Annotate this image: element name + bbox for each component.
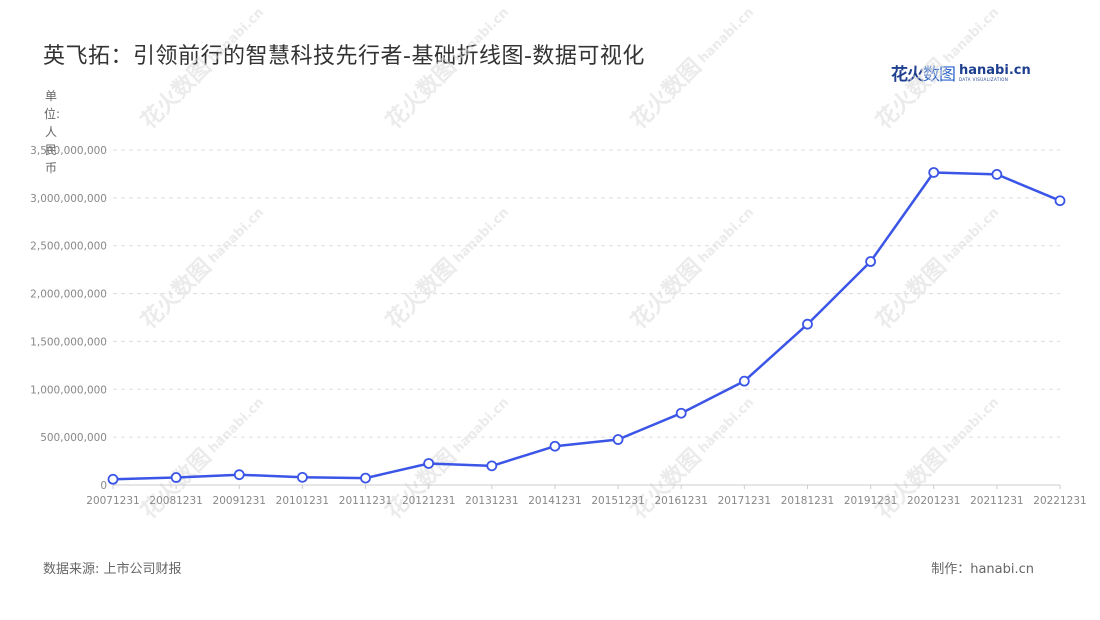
watermark-cn: 花火数图 <box>626 444 707 525</box>
logo-en-main: hanabi.cn <box>959 62 1031 78</box>
logo-cn: 花火数图 <box>891 60 956 85</box>
watermark-en: hanabi.cn <box>696 5 757 66</box>
logo-cn-accent: 数图 <box>923 65 956 85</box>
watermark-en: hanabi.cn <box>941 5 1002 66</box>
x-tick-label: 20211231 <box>970 495 1023 507</box>
data-point[interactable] <box>170 472 182 483</box>
brand-logo: 花火数图 hanabi.cn DATA VISUALIZATION <box>891 60 1031 86</box>
x-tick-layer: 20071231 20081231 20091231 20101231 20111231… <box>86 485 1087 507</box>
x-tick-label: 20101231 <box>276 495 329 507</box>
y-tick-label: 1,500,000,000 <box>30 336 107 348</box>
y-tick-label: 3,500,000,000 <box>30 145 107 157</box>
y-tick-label: 500,000,000 <box>40 432 107 444</box>
data-point[interactable] <box>612 434 624 445</box>
watermark-en: hanabi.cn <box>206 395 267 456</box>
x-tick-label: 20171231 <box>718 495 771 507</box>
y-tick-label: 1,000,000,000 <box>30 384 107 396</box>
y-tick-layer: 0 500,000,000 1,000,000,000 1,500,000,000 2,… <box>30 145 107 492</box>
chart-maker: 制作：hanabi.cn <box>931 562 1034 577</box>
x-tick-label: 20181231 <box>781 495 834 507</box>
chart-title: 英飞拓：引领前行的智慧科技先行者-基础折线图-数据可视化 <box>43 44 645 69</box>
data-point[interactable] <box>423 458 435 469</box>
y-tick-label: 0 <box>100 480 107 492</box>
data-point[interactable] <box>233 469 245 481</box>
watermark-cn: 花火数图 <box>871 444 952 525</box>
watermark-en: hanabi.cn <box>206 5 267 66</box>
logo-cn-main: 花火 <box>891 65 924 85</box>
data-source: 数据来源: 上市公司财报 <box>43 562 182 577</box>
x-tick-label: 20071231 <box>86 495 139 507</box>
watermark-cn: 花火数图 <box>381 54 462 135</box>
watermark-cn: 花火数图 <box>136 54 217 135</box>
watermark-cn: 花火数图 <box>381 444 462 525</box>
watermark-en: hanabi.cn <box>206 205 267 266</box>
data-point[interactable] <box>360 472 371 484</box>
data-point[interactable] <box>928 167 940 178</box>
watermark-en: hanabi.cn <box>696 205 757 266</box>
data-point[interactable] <box>1054 195 1066 207</box>
watermark-en: hanabi.cn <box>941 205 1002 266</box>
logo-en: hanabi.cn DATA VISUALIZATION <box>959 64 1031 82</box>
watermark-en: hanabi.cn <box>451 5 512 66</box>
series-line <box>112 171 1061 481</box>
y-tick-label: 2,000,000,000 <box>30 289 107 301</box>
data-point[interactable] <box>486 460 498 472</box>
y-tick-label: 2,500,000,000 <box>30 241 107 253</box>
watermark-cn: 花火数图 <box>871 54 952 135</box>
watermark-en: hanabi.cn <box>451 205 512 266</box>
y-tick-label: 3,000,000,000 <box>30 193 107 205</box>
x-tick-label: 20201231 <box>907 495 960 507</box>
x-tick-label: 20121231 <box>402 495 455 507</box>
x-tick-label: 20131231 <box>465 495 518 507</box>
watermark-cn: 花火数图 <box>626 54 707 135</box>
y-axis-unit-label: 单位:人民币 <box>44 89 61 175</box>
data-point[interactable] <box>738 375 750 387</box>
x-tick-label: 20221231 <box>1033 495 1086 507</box>
x-tick-label: 20151231 <box>591 495 644 507</box>
watermark-cn: 花火数图 <box>136 444 217 525</box>
grid-layer <box>113 149 1060 486</box>
watermark-en: hanabi.cn <box>696 395 757 456</box>
data-point[interactable] <box>991 169 1003 180</box>
line-layer <box>112 171 1061 481</box>
point-layer <box>107 167 1066 485</box>
data-point[interactable] <box>802 318 813 330</box>
x-tick-label: 20081231 <box>149 495 202 507</box>
data-point[interactable] <box>296 471 308 483</box>
logo-en-sub: DATA VISUALIZATION <box>959 76 1009 82</box>
data-point[interactable] <box>549 440 561 452</box>
data-point[interactable] <box>675 407 687 419</box>
data-point[interactable] <box>865 256 876 267</box>
x-tick-label: 20161231 <box>654 495 707 507</box>
x-tick-label: 20111231 <box>339 495 392 507</box>
watermark-en: hanabi.cn <box>451 395 512 456</box>
x-tick-label: 20091231 <box>213 495 266 507</box>
x-tick-label: 20141231 <box>528 495 581 507</box>
watermark-en: hanabi.cn <box>941 395 1002 456</box>
x-tick-label: 20191231 <box>844 495 897 507</box>
data-point[interactable] <box>107 473 119 485</box>
